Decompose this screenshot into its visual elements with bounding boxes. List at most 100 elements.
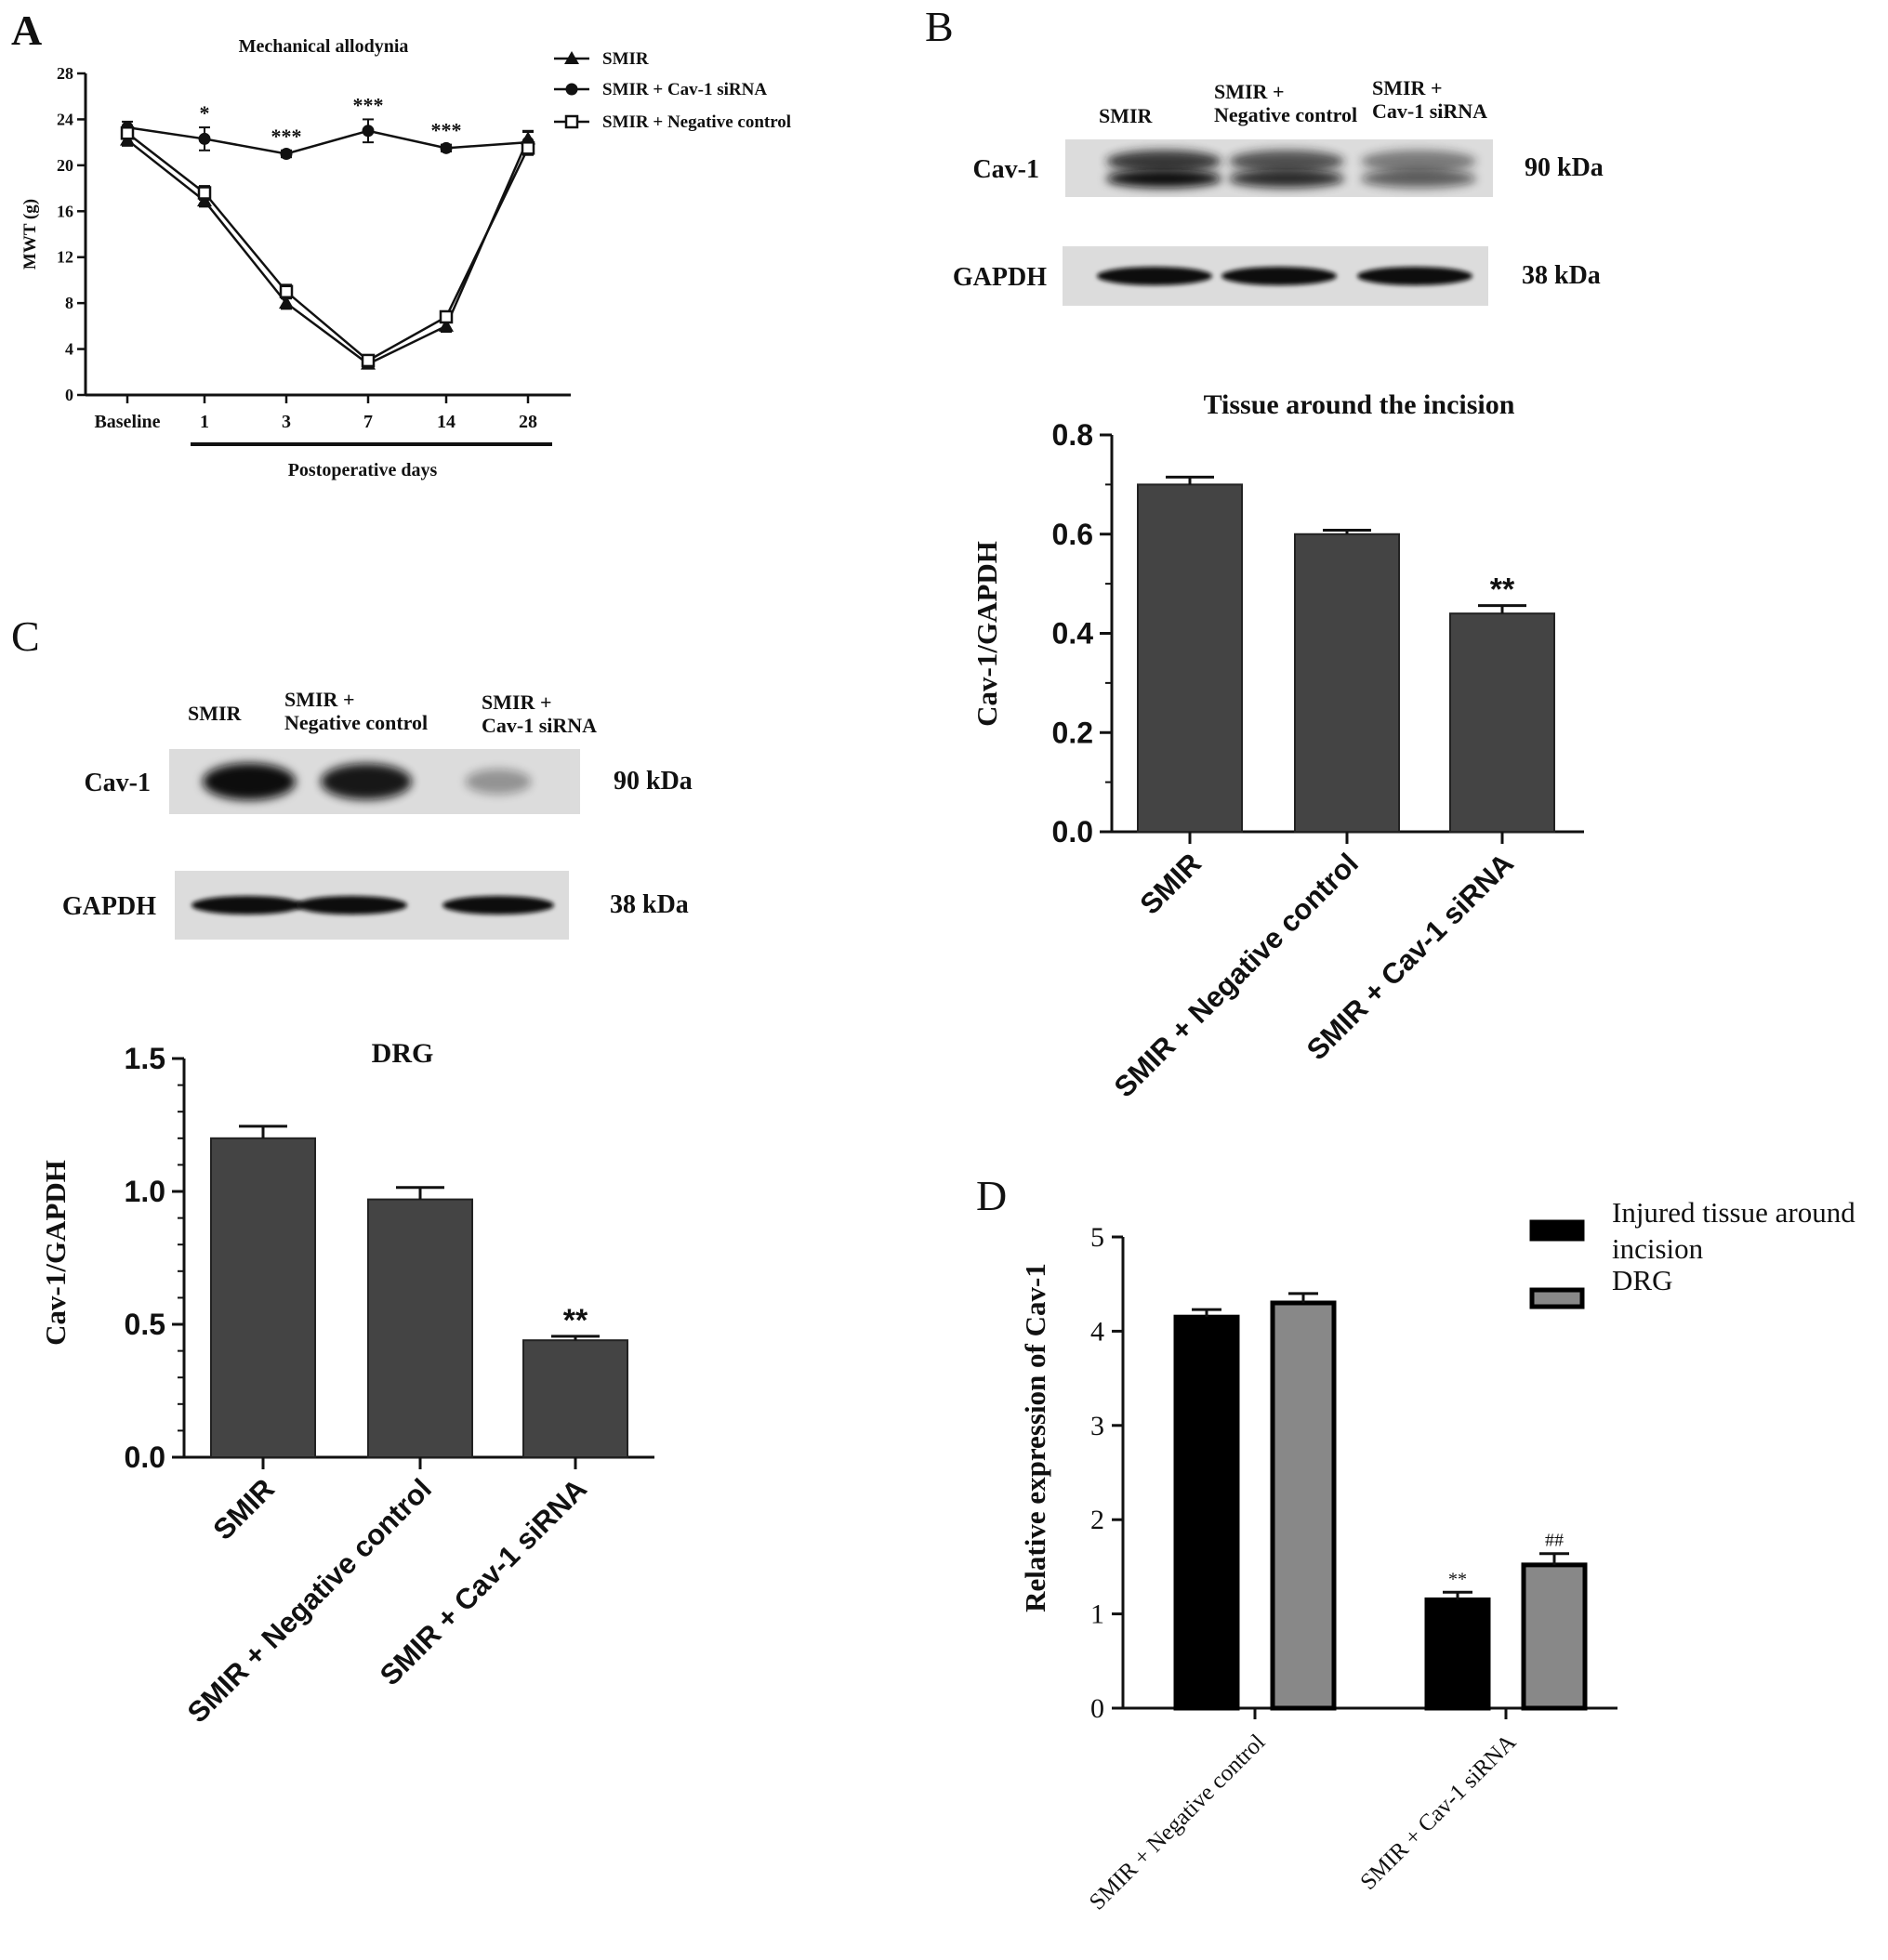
blot-kda-label: 38 kDa <box>610 890 689 919</box>
chart-a-x-axis-label: Postoperative days <box>288 460 438 480</box>
chart-d-legend-label: incision <box>1612 1232 1704 1265</box>
chart-d-y-tick-label: 2 <box>1090 1505 1104 1535</box>
chart-a-point <box>120 126 135 140</box>
chart-a-x-tick-label: 7 <box>363 412 373 432</box>
blot-lane-label: Cav-1 siRNA <box>1372 99 1487 123</box>
chart-a-y-tick-label: 24 <box>57 110 73 128</box>
panel-a-line-chart: Mechanical allodynia MWT (g) Postoperati… <box>20 36 791 480</box>
chart-a-point <box>197 186 212 200</box>
bar-chart-y-tick-label: 1.0 <box>125 1175 165 1208</box>
blot-row-label: GAPDH <box>62 892 156 921</box>
chart-b-y-axis-label: Cav-1/GAPDH <box>970 541 1003 727</box>
blot-lane-label: SMIR <box>1099 104 1154 127</box>
chart-a-y-axis-label: MWT (g) <box>20 199 40 270</box>
chart-a-legend-marker <box>565 83 578 96</box>
bar-chart-bar <box>1294 533 1400 833</box>
blot-kda-label: 38 kDa <box>1522 261 1601 290</box>
chart-a-point <box>439 309 454 324</box>
chart-a-series-line <box>126 132 530 362</box>
chart-c-title: DRG <box>372 1038 434 1069</box>
chart-a-x-tick-label: 14 <box>437 412 455 432</box>
bar-chart-significance-label: ** <box>1490 572 1515 608</box>
chart-a-significance-label: *** <box>353 93 384 116</box>
chart-a-point <box>439 318 454 332</box>
blot-band <box>1221 267 1337 285</box>
chart-a-legend-marker <box>564 114 579 129</box>
panel-d-grouped-bar-chart: Relative expression of Cav-1 0 1 2 3 4 5 ** ## S… <box>1019 1196 1855 1915</box>
chart-a-point <box>362 125 375 138</box>
chart-a-point <box>361 353 376 368</box>
panel-label-c: C <box>11 612 40 660</box>
chart-a-legend-label: SMIR + Negative control <box>602 112 791 132</box>
blot-band <box>321 763 412 800</box>
chart-d-y-axis-label: Relative expression of Cav-1 <box>1019 1263 1051 1612</box>
bar-chart-y-tick-label: 0.6 <box>1052 518 1093 551</box>
chart-a-point <box>198 132 211 145</box>
bar-chart-bar <box>1137 483 1243 833</box>
chart-a-series: ********** <box>120 93 535 370</box>
blot-band <box>1106 150 1221 173</box>
blot-lane-label: SMIR + <box>482 691 552 714</box>
bar-chart-bar <box>522 1339 628 1459</box>
chart-a-significance-label: * <box>200 101 210 125</box>
chart-d-significance-label: ## <box>1545 1531 1564 1551</box>
chart-d-plot: 0 1 2 3 4 5 ** ## SMIR + Negative control SMIR + … <box>1085 1222 1617 1915</box>
blot-lane-label: SMIR + <box>284 688 355 711</box>
blot-row-label: Cav-1 <box>84 769 151 797</box>
blot-band <box>465 769 532 795</box>
bar-chart-y-tick-label: 0.0 <box>125 1440 165 1474</box>
chart-d-bar <box>1521 1562 1588 1711</box>
chart-a-point <box>440 141 453 154</box>
chart-a-y-tick-label: 20 <box>57 156 73 175</box>
chart-a-legend-marker <box>564 51 579 64</box>
blot-band <box>1361 150 1476 173</box>
chart-a-title: Mechanical allodynia <box>239 36 409 57</box>
chart-d-y-tick-label: 1 <box>1090 1599 1104 1630</box>
chart-a-series-circle <box>121 118 535 160</box>
blot-kda-label: 90 kDa <box>614 767 693 796</box>
bar-chart-y-tick-label: 0.5 <box>125 1308 165 1341</box>
blot-band <box>1229 169 1344 189</box>
blot-lane-label: Cav-1 siRNA <box>482 714 597 737</box>
chart-a-y-tick-label: 4 <box>65 340 73 359</box>
chart-a-point <box>279 296 294 309</box>
chart-a-series-triangle <box>120 131 535 370</box>
chart-a-legend: SMIR SMIR + Cav-1 siRNA SMIR + Negative co… <box>554 49 791 132</box>
chart-a-y-tick-label: 12 <box>57 248 73 267</box>
chart-a-y-tick-label: 28 <box>57 64 73 83</box>
chart-a-legend-label: SMIR <box>602 49 649 69</box>
blot-lane-label: SMIR <box>188 702 243 725</box>
chart-a-significance-label: *** <box>271 125 302 148</box>
blot-row-label: Cav-1 <box>972 155 1039 184</box>
blot-lane-label: Negative control <box>1214 103 1357 126</box>
panel-label-a: A <box>11 7 42 54</box>
chart-a-axes: 0 4 8 12 16 20 24 28 Baseline 1 3 7 14 28 <box>57 64 571 432</box>
blot-lane-label: SMIR + <box>1214 80 1285 103</box>
bar-chart-x-tick-label: SMIR <box>1133 847 1208 921</box>
chart-c-y-axis-label: Cav-1/GAPDH <box>39 1160 72 1346</box>
blot-band <box>296 896 407 914</box>
blot-band <box>191 896 303 914</box>
bar-chart-y-tick-label: 0.4 <box>1052 617 1094 651</box>
chart-d-y-tick-label: 0 <box>1090 1693 1104 1724</box>
blot-kda-label: 90 kDa <box>1525 153 1604 182</box>
panel-label-d: D <box>976 1172 1007 1219</box>
bar-chart-y-tick-label: 1.5 <box>125 1042 165 1075</box>
blot-band <box>203 763 296 800</box>
chart-d-y-tick-label: 5 <box>1090 1222 1104 1253</box>
bar-chart-y-tick-label: 0.8 <box>1052 418 1093 452</box>
blot-row-label: GAPDH <box>953 263 1047 292</box>
chart-d-legend-swatch <box>1529 1219 1585 1242</box>
blot-band <box>1106 169 1221 189</box>
chart-a-point <box>280 148 293 160</box>
blot-lane-label: SMIR + <box>1372 76 1443 99</box>
chart-d-bar <box>1270 1300 1337 1711</box>
bar-chart-y-tick-label: 0.2 <box>1052 716 1093 749</box>
chart-a-x-tick-label: 28 <box>519 412 537 432</box>
chart-a-series-line <box>126 138 530 366</box>
bar-chart-y-tick-label: 0.0 <box>1052 815 1093 848</box>
